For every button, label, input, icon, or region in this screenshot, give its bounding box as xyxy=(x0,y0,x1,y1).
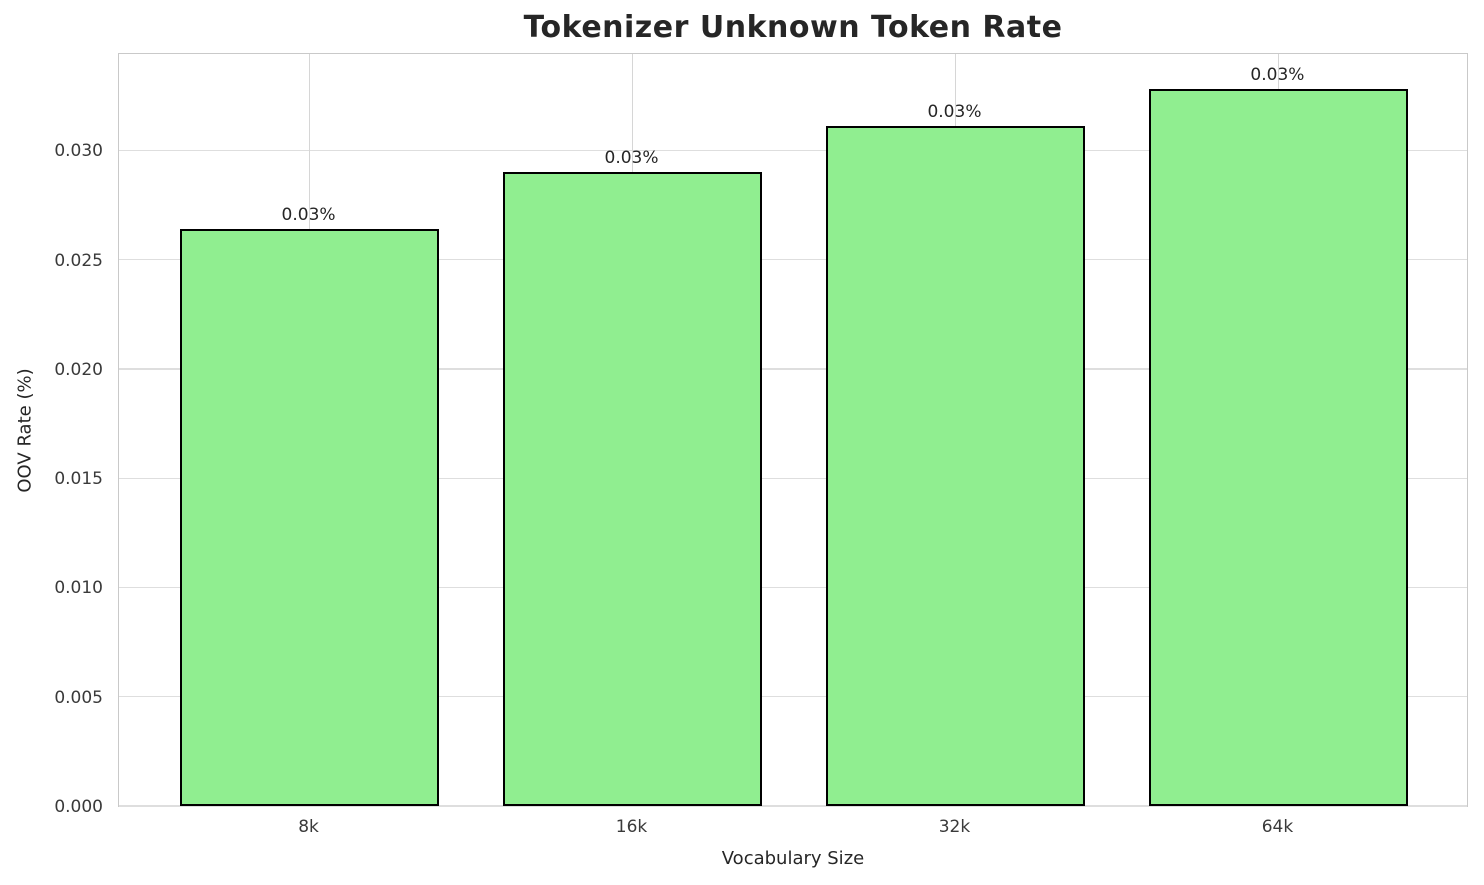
y-gridline xyxy=(119,696,1467,698)
x-tick-label: 32k xyxy=(938,817,971,837)
bar-16k xyxy=(503,172,762,806)
x-tick-label: 16k xyxy=(615,817,648,837)
chart-title: Tokenizer Unknown Token Rate xyxy=(523,10,1063,45)
bar-value-label: 0.03% xyxy=(281,205,336,226)
y-gridline xyxy=(119,258,1467,261)
y-tick-label: 0.030 xyxy=(54,141,103,162)
x-axis-title: Vocabulary Size xyxy=(721,848,865,869)
y-tick-label: 0.015 xyxy=(54,469,103,490)
y-gridline xyxy=(119,368,1467,370)
y-tick-label: 0.000 xyxy=(54,797,103,817)
y-tick-label: 0.010 xyxy=(54,578,103,599)
y-axis-title: OOV Rate (%) xyxy=(14,368,36,493)
x-tick-label: 64k xyxy=(1261,817,1294,837)
bar-value-label: 0.03% xyxy=(927,102,982,123)
bar-32k xyxy=(826,126,1085,806)
y-gridline xyxy=(119,477,1467,479)
x-tick-label: 8k xyxy=(298,817,319,837)
bar-64k xyxy=(1149,89,1408,806)
y-tick-label: 0.005 xyxy=(54,687,103,708)
y-gridline xyxy=(119,149,1467,151)
y-tick-label: 0.020 xyxy=(54,359,103,380)
bar-value-label: 0.03% xyxy=(604,148,659,169)
bar-value-label: 0.03% xyxy=(1250,65,1305,86)
y-gridline xyxy=(119,586,1467,589)
plot-area xyxy=(118,53,1468,807)
bar-8k xyxy=(180,229,439,806)
y-gridline xyxy=(119,805,1467,807)
y-tick-label: 0.025 xyxy=(54,250,103,271)
